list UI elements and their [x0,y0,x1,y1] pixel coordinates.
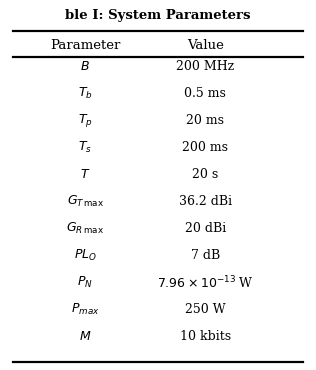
Text: 250 W: 250 W [185,303,226,316]
Text: 20 ms: 20 ms [186,114,224,127]
Text: Parameter: Parameter [50,38,120,52]
Text: $P_N$: $P_N$ [77,275,93,290]
Text: 200 ms: 200 ms [182,141,228,154]
Text: $T_p$: $T_p$ [78,112,93,129]
Text: Value: Value [187,38,224,52]
Text: $G_{R\,\rm{max}}$: $G_{R\,\rm{max}}$ [66,221,104,236]
Text: 7 dB: 7 dB [191,249,220,262]
Text: $M$: $M$ [79,330,92,343]
Text: $PL_O$: $PL_O$ [74,248,97,263]
Text: $T_s$: $T_s$ [78,140,92,155]
Text: 0.5 ms: 0.5 ms [185,87,226,100]
Text: ble I: System Parameters: ble I: System Parameters [65,9,251,22]
Text: $P_{max}$: $P_{max}$ [71,302,100,317]
Text: 36.2 dBi: 36.2 dBi [179,195,232,208]
Text: $G_{T\,\rm{max}}$: $G_{T\,\rm{max}}$ [67,194,104,209]
Text: $T$: $T$ [80,168,91,181]
Text: 20 dBi: 20 dBi [185,222,226,235]
Text: $T_b$: $T_b$ [78,86,93,101]
Text: $B$: $B$ [80,60,90,73]
Text: 10 kbits: 10 kbits [180,330,231,343]
Text: 20 s: 20 s [192,168,219,181]
Text: $7.96 \times 10^{-13}$ W: $7.96 \times 10^{-13}$ W [157,275,254,291]
Text: 200 MHz: 200 MHz [176,60,234,73]
